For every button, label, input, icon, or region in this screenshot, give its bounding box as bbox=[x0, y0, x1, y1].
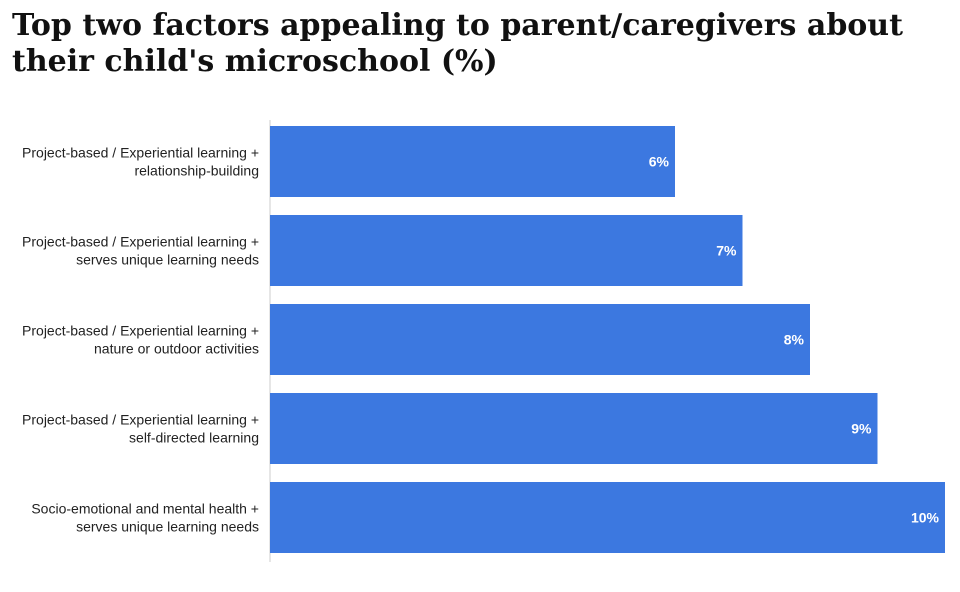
category-label-line: Project-based / Experiential learning + bbox=[22, 145, 259, 161]
chart-title: Top two factors appealing to parent/care… bbox=[12, 8, 903, 79]
category-label-2: Project-based / Experiential learning + s… bbox=[22, 234, 259, 268]
category-label-4: Project-based / Experiential learning + s… bbox=[22, 412, 259, 446]
bar-value-label-2: 7% bbox=[716, 243, 737, 259]
bar-value-label-3: 8% bbox=[784, 332, 805, 348]
bars-group: 6% Project-based / Experiential learning … bbox=[22, 126, 945, 553]
bar-2 bbox=[270, 215, 743, 286]
category-label-line: serves unique learning needs bbox=[76, 519, 259, 535]
category-label-line: Socio-emotional and mental health + bbox=[31, 501, 259, 517]
bar-5 bbox=[270, 482, 945, 553]
bar-value-label-4: 9% bbox=[851, 421, 872, 437]
category-label-line: Project-based / Experiential learning + bbox=[22, 234, 259, 250]
bar-3 bbox=[270, 304, 810, 375]
category-label-line: relationship-building bbox=[134, 163, 259, 179]
category-label-line: self-directed learning bbox=[129, 430, 259, 446]
bar-value-label-5: 10% bbox=[911, 510, 940, 526]
bar-1 bbox=[270, 126, 675, 197]
bar-4 bbox=[270, 393, 878, 464]
category-label-line: Project-based / Experiential learning + bbox=[22, 412, 259, 428]
category-label-3: Project-based / Experiential learning + n… bbox=[22, 323, 259, 357]
category-label-line: serves unique learning needs bbox=[76, 252, 259, 268]
bar-value-label-1: 6% bbox=[649, 154, 670, 170]
category-label-1: Project-based / Experiential learning + r… bbox=[22, 145, 259, 179]
category-label-line: Project-based / Experiential learning + bbox=[22, 323, 259, 339]
category-label-line: nature or outdoor activities bbox=[94, 341, 259, 357]
category-label-5: Socio-emotional and mental health + serve… bbox=[31, 501, 259, 535]
